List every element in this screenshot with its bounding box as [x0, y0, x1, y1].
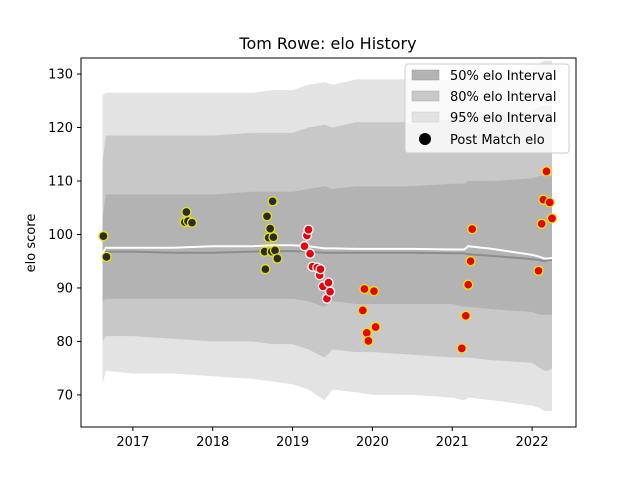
x-tick-label: 2020 [356, 435, 389, 450]
post-match-elo-point [268, 232, 279, 243]
legend-label-50: 50% elo Interval [450, 69, 557, 84]
x-tick-label: 2022 [516, 435, 549, 450]
post-match-elo-point [304, 248, 316, 259]
legend-marker-post-match [419, 133, 431, 145]
chart-title: Tom Rowe: elo History [238, 34, 416, 53]
legend-label-post-match: Post Match elo [450, 133, 545, 148]
x-tick-label: 2017 [116, 435, 149, 450]
x-tick-label: 2019 [276, 435, 309, 450]
post-match-elo-point [370, 321, 381, 333]
post-match-elo-point [467, 223, 478, 235]
y-axis-label: elo score [24, 214, 39, 273]
median-elo-line [102, 250, 553, 263]
legend-label-95: 95% elo Interval [450, 111, 557, 126]
y-tick-label: 90 [56, 281, 73, 296]
post-match-elo-point [465, 256, 476, 267]
post-match-elo-point [324, 286, 336, 297]
mean-elo-line [101, 244, 553, 260]
post-match-elo-point [272, 253, 283, 264]
y-tick-label: 80 [56, 335, 73, 350]
post-match-elo-point [533, 265, 544, 276]
y-tick-label: 110 [48, 175, 73, 190]
post-match-elo-point [101, 251, 112, 263]
legend: 50% elo Interval 80% elo Interval 95% el… [404, 63, 570, 154]
post-match-elo-point [261, 211, 273, 222]
post-match-elo-point [267, 196, 278, 207]
post-match-elo-point [303, 224, 314, 235]
y-tick-label: 70 [56, 388, 73, 403]
x-tick-label: 2018 [196, 435, 229, 450]
post-match-elo-point [359, 283, 370, 295]
y-tick-label: 130 [48, 68, 73, 83]
legend-swatch-95 [411, 111, 440, 123]
post-match-elo-point [299, 241, 310, 252]
plot-frame [80, 57, 577, 428]
post-match-elo-point [544, 197, 555, 208]
post-match-elo-point [541, 166, 552, 177]
y-tick-label: 120 [48, 121, 73, 136]
post-match-elo-point [260, 264, 271, 275]
legend-frame [404, 63, 570, 154]
post-match-elo-point [315, 264, 326, 275]
post-match-elo-point [460, 310, 471, 321]
post-match-elo-point [363, 335, 374, 347]
post-match-elo-point [463, 279, 474, 290]
post-match-elo-point [536, 218, 547, 229]
post-match-elo-point [357, 305, 368, 316]
post-match-elo-point [368, 286, 380, 297]
post-match-elo-point [546, 213, 558, 224]
band-50-interval [102, 175, 552, 315]
x-tick-label: 2021 [436, 435, 469, 450]
post-match-elo-point [181, 206, 192, 218]
legend-label-80: 80% elo Interval [450, 90, 557, 105]
legend-swatch-50 [411, 69, 440, 81]
post-match-elo-point [265, 223, 276, 234]
post-match-elo-point [456, 343, 467, 354]
post-match-elo-point [98, 230, 109, 242]
post-match-elo-point [323, 277, 334, 288]
legend-swatch-80 [411, 90, 440, 102]
post-match-elo-point [186, 217, 198, 228]
y-tick-label: 100 [48, 228, 73, 243]
